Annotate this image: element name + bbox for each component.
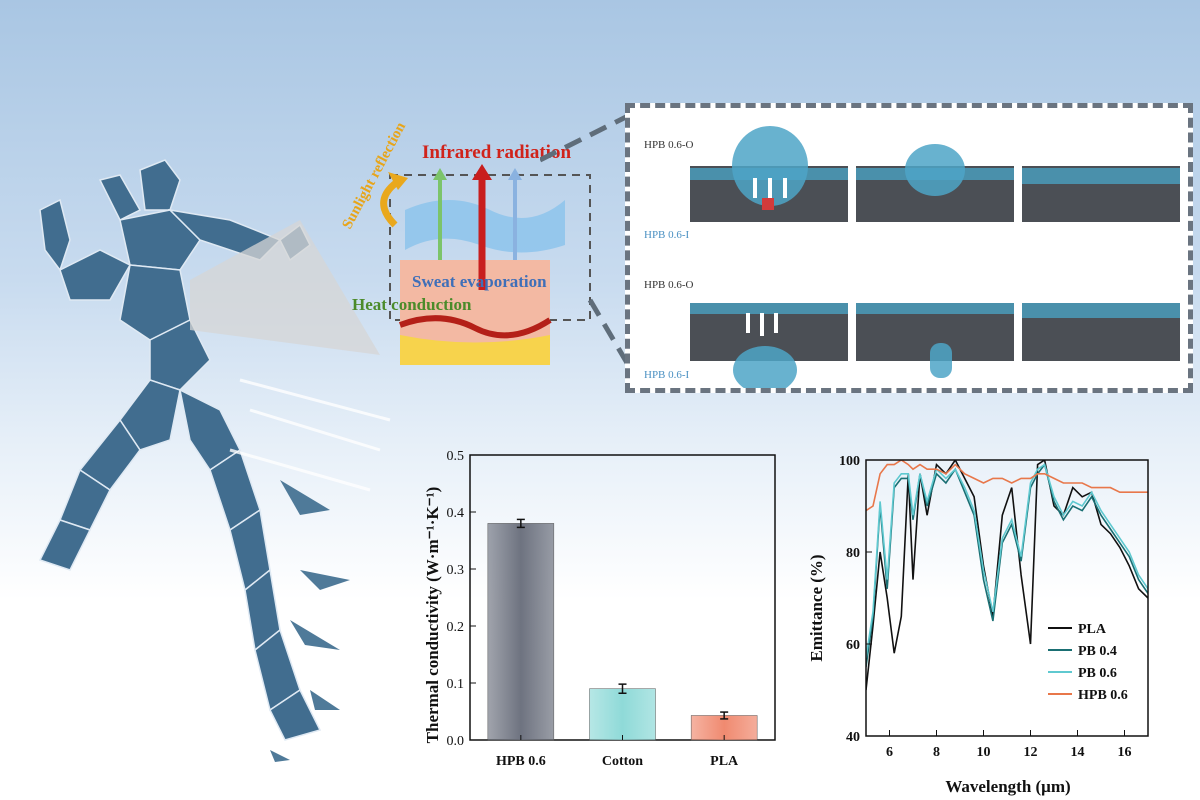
bar-plot-area: 0.0 0.1 0.2 0.3 0.4 0.5 HPB 0.6 Cotton PLA <box>447 449 776 769</box>
bar-ylabel: Thermal conductivity (W·m⁻¹·K⁻¹) <box>423 487 442 744</box>
heat-management-schematic: Infrared radiation Sunlight reflection S… <box>340 120 591 365</box>
blood-vessel <box>398 315 552 339</box>
bar-ytick-label: 0.0 <box>447 734 465 749</box>
droplet-3 <box>733 346 797 394</box>
row2-bottom-label: HPB 0.6-I <box>644 369 690 381</box>
line-xlabel: Wavelength (μm) <box>945 777 1070 796</box>
zoom-frame <box>389 174 591 321</box>
label-infrared: Infrared radiation <box>422 142 571 163</box>
bar-category-label: HPB 0.6 <box>496 754 546 769</box>
row2-top-label: HPB 0.6-O <box>644 279 694 291</box>
shard-fragments <box>270 480 350 762</box>
line-xtick-label: 6 <box>886 745 893 760</box>
runner-illustration <box>38 159 391 762</box>
droplet-1 <box>732 126 808 206</box>
label-sweat: Sweat evaporation <box>412 272 547 291</box>
line-xtick-label: 14 <box>1071 745 1085 760</box>
row1-bottom-label: HPB 0.6-I <box>644 229 690 241</box>
droplet-panel: HPB 0.6-O HPB 0.6-I HPB 0.6-O HPB 0.6-I <box>625 103 1193 394</box>
legend-label: HPB 0.6 <box>1078 688 1128 703</box>
runner-silhouette <box>38 159 322 741</box>
series-line-pb-0.4 <box>866 462 1148 668</box>
bar-ytick-label: 0.3 <box>447 563 465 578</box>
series-line-pla <box>866 460 1148 691</box>
series-line-pb-0.6 <box>866 463 1148 658</box>
line-ytick-label: 100 <box>839 454 860 469</box>
droplet-panel-svg: HPB 0.6-O HPB 0.6-I HPB 0.6-O HPB 0.6-I <box>644 126 1180 394</box>
heat-arrow-head <box>433 168 447 180</box>
infrared-arrow-head <box>472 164 492 180</box>
line-ytick-label: 40 <box>846 730 860 745</box>
fat-layer <box>400 335 550 365</box>
bar-category-label: Cotton <box>602 754 643 769</box>
legend-label: PB 0.4 <box>1078 644 1117 659</box>
bar-ytick-label: 0.2 <box>447 620 465 635</box>
bar-ytick-label: 0.1 <box>447 677 465 692</box>
bar-ytick-label: 0.5 <box>447 449 465 464</box>
droplet-4 <box>930 343 952 378</box>
label-heat: Heat conduction <box>352 295 472 314</box>
row-2: HPB 0.6-O HPB 0.6-I <box>644 279 1180 394</box>
line-ytick-label: 80 <box>846 546 860 561</box>
line-xtick-label: 12 <box>1024 745 1038 760</box>
emittance-line-chart: Emittance (%) Wavelength (μm) 40 60 80 100 6… <box>807 454 1149 796</box>
zoom-connectors <box>540 107 643 387</box>
bar-category-label: PLA <box>710 754 739 769</box>
skin-layer <box>400 260 550 353</box>
sunlight-arrow-head <box>388 172 408 190</box>
sweat-arrow-head <box>508 168 522 180</box>
line-ylabel: Emittance (%) <box>807 554 826 661</box>
line-xtick-label: 8 <box>933 745 940 760</box>
line-xtick-label: 10 <box>977 745 991 760</box>
bar-cotton <box>589 688 656 741</box>
thermal-conductivity-bar-chart: Thermal conductivity (W·m⁻¹·K⁻¹) 0.00.10… <box>423 449 776 769</box>
legend-label: PLA <box>1078 622 1107 637</box>
speed-lines <box>229 378 391 492</box>
line-plot-area: 40 60 80 100 6 8 10 12 14 16 PLA PB 0.4 PB 0.6 HPB 0.… <box>839 454 1149 760</box>
line-plot-frame <box>865 459 1149 737</box>
bar-hpb-0.6 <box>487 523 555 741</box>
line-xtick-label: 16 <box>1118 745 1132 760</box>
droplet-2 <box>905 144 965 196</box>
zoom-cone <box>190 220 380 355</box>
row1-top-label: HPB 0.6-O <box>644 139 694 151</box>
bar-ytick-label: 0.4 <box>447 506 465 521</box>
row-1: HPB 0.6-O HPB 0.6-I <box>644 126 1180 241</box>
series-line-hpb-0.6 <box>866 460 1148 512</box>
line-ytick-label: 60 <box>846 638 860 653</box>
legend-label: PB 0.6 <box>1078 666 1117 681</box>
